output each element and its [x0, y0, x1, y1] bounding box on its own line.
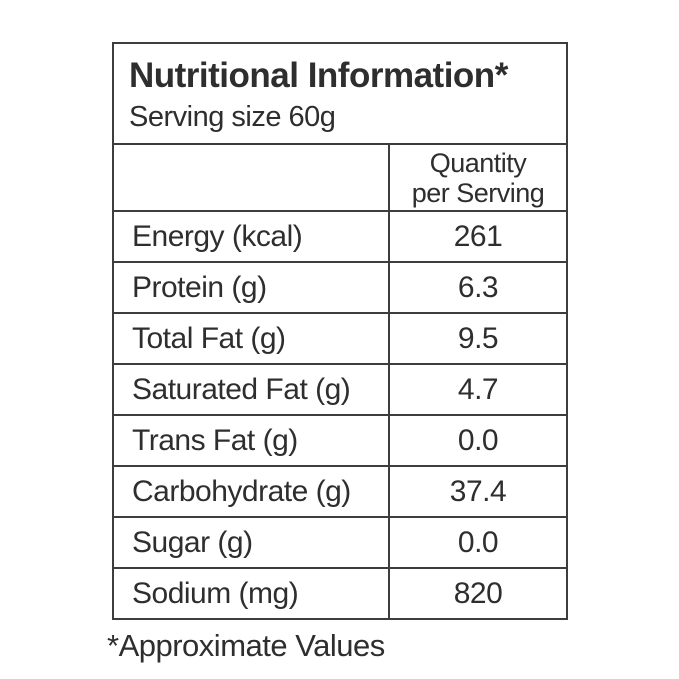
row-label: Protein (g) — [114, 263, 390, 312]
row-value: 6.3 — [457, 270, 499, 304]
header-line-2: per Serving — [411, 177, 545, 208]
title-block: Nutritional Information* Serving size 60… — [114, 44, 566, 145]
row-value: 37.4 — [449, 474, 507, 508]
table-row-saturated-fat: Saturated Fat (g) 4.7 — [114, 365, 566, 416]
row-label: Sugar (g) — [114, 518, 390, 567]
row-label: Energy (kcal) — [114, 212, 390, 261]
row-value: 4.7 — [457, 372, 499, 406]
table-row-sugar: Sugar (g) 0.0 — [114, 518, 566, 569]
table-header-row: Quantity per Serving — [114, 145, 566, 212]
table-row-total-fat: Total Fat (g) 9.5 — [114, 314, 566, 365]
header-line-1: Quantity — [429, 147, 527, 178]
row-value: 261 — [453, 219, 503, 253]
table-row-protein: Protein (g) 6.3 — [114, 263, 566, 314]
row-label: Total Fat (g) — [114, 314, 390, 363]
serving-size: Serving size 60g — [129, 101, 336, 133]
header-empty-cell — [114, 145, 390, 210]
quantity-per-serving-header: Quantity per Serving — [390, 148, 566, 208]
row-value: 0.0 — [457, 423, 499, 457]
row-label: Trans Fat (g) — [114, 416, 390, 465]
footnote: *Approximate Values — [107, 628, 385, 664]
title-asterisk: * — [494, 56, 509, 95]
page-title: Nutritional Information* — [129, 54, 566, 98]
footnote-text: Approximate Values — [118, 628, 386, 663]
row-value: 820 — [453, 576, 503, 610]
row-label: Sodium (mg) — [114, 569, 390, 618]
nutrition-table: Nutritional Information* Serving size 60… — [112, 42, 568, 620]
footnote-asterisk: * — [107, 628, 119, 663]
title-text: Nutritional Information — [129, 56, 495, 95]
row-label: Saturated Fat (g) — [114, 365, 390, 414]
row-label: Carbohydrate (g) — [114, 467, 390, 516]
table-row-trans-fat: Trans Fat (g) 0.0 — [114, 416, 566, 467]
table-row-energy: Energy (kcal) 261 — [114, 212, 566, 263]
row-value: 9.5 — [457, 321, 499, 355]
header-value-cell: Quantity per Serving — [390, 145, 566, 210]
table-row-sodium: Sodium (mg) 820 — [114, 569, 566, 618]
table-row-carbohydrate: Carbohydrate (g) 37.4 — [114, 467, 566, 518]
row-value: 0.0 — [457, 525, 499, 559]
